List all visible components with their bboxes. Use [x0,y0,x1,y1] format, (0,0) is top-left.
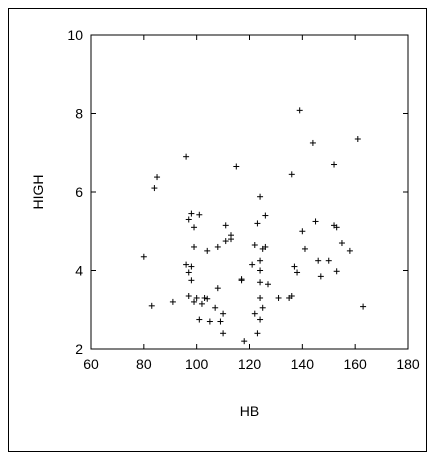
data-point [315,257,322,264]
data-point [206,318,213,325]
y-tick-label: 6 [75,184,83,200]
data-point [338,240,345,247]
data-point [220,330,227,337]
y-axis: 2 4 6 8 10 [67,27,408,357]
data-point [222,222,229,229]
x-axis: 60 80 100 120 140 160 180 [83,35,420,372]
data-point [233,163,240,170]
data-point [151,185,158,192]
y-tick-label: 8 [75,106,83,122]
x-axis-title: HB [240,403,259,419]
data-point [140,253,147,260]
data-point [188,263,195,270]
x-tick-label: 140 [291,356,315,372]
data-point [312,218,319,225]
data-point [201,294,208,301]
y-tick-label: 4 [75,263,83,279]
data-point [301,245,308,252]
data-point [191,243,198,250]
data-point [191,298,198,305]
data-point [354,136,361,143]
data-point [264,281,271,288]
data-point [228,236,235,243]
data-point [262,212,269,219]
data-point [185,293,192,300]
x-tick-label: 180 [396,356,420,372]
data-point [288,293,295,300]
data-point [333,268,340,275]
data-point [148,302,155,309]
x-tick-label: 160 [343,356,367,372]
data-point [257,257,264,264]
data-point [262,243,269,250]
data-point [296,107,303,114]
data-point [204,295,211,302]
data-point [325,257,332,264]
data-point [254,330,261,337]
data-point [212,304,219,311]
data-point [193,294,200,301]
data-point [222,238,229,245]
data-point [196,316,203,323]
data-point [154,174,161,181]
data-point [214,243,221,250]
data-point [309,139,316,146]
data-point [204,247,211,254]
data-point [214,285,221,292]
data-point [241,338,248,345]
data-point [299,228,306,235]
data-point [257,294,264,301]
data-point [257,193,264,200]
data-point [183,153,190,160]
x-tick-label: 80 [136,356,152,372]
chart-frame [8,8,427,452]
data-point [251,241,258,248]
data-point [188,210,195,217]
data-point [257,316,264,323]
data-point [257,279,264,286]
y-tick-label: 10 [67,27,83,43]
data-point [294,269,301,276]
data-point [251,310,258,317]
data-point [346,247,353,254]
data-points [140,107,367,345]
data-point [188,277,195,284]
data-point [288,171,295,178]
x-tick-label: 120 [238,356,262,372]
data-point [249,261,256,268]
data-point [220,310,227,317]
data-point [317,273,324,280]
data-point [191,224,198,231]
data-point [217,318,224,325]
data-point [259,304,266,311]
data-point [291,263,298,270]
data-point [169,298,176,305]
x-tick-label: 60 [83,356,99,372]
data-point [333,224,340,231]
data-point [275,294,282,301]
data-point [238,276,245,283]
data-point [183,261,190,268]
y-tick-label: 2 [75,341,83,357]
x-tick-label: 100 [185,356,209,372]
data-point [254,220,261,227]
data-point [185,269,192,276]
data-point [198,300,205,307]
y-axis-title: HIGH [30,175,46,210]
data-point [185,216,192,223]
data-point [257,267,264,274]
data-point [360,303,367,310]
plot-area [90,34,409,350]
data-point [196,211,203,218]
data-point [331,161,338,168]
